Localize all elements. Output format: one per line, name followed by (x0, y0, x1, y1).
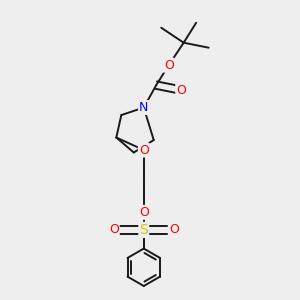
Text: O: O (176, 84, 186, 97)
Text: O: O (109, 223, 119, 236)
Text: N: N (139, 101, 148, 114)
Text: O: O (169, 223, 178, 236)
Text: S: S (140, 223, 148, 237)
Text: O: O (164, 59, 174, 72)
Text: O: O (139, 143, 149, 157)
Text: O: O (139, 206, 149, 219)
